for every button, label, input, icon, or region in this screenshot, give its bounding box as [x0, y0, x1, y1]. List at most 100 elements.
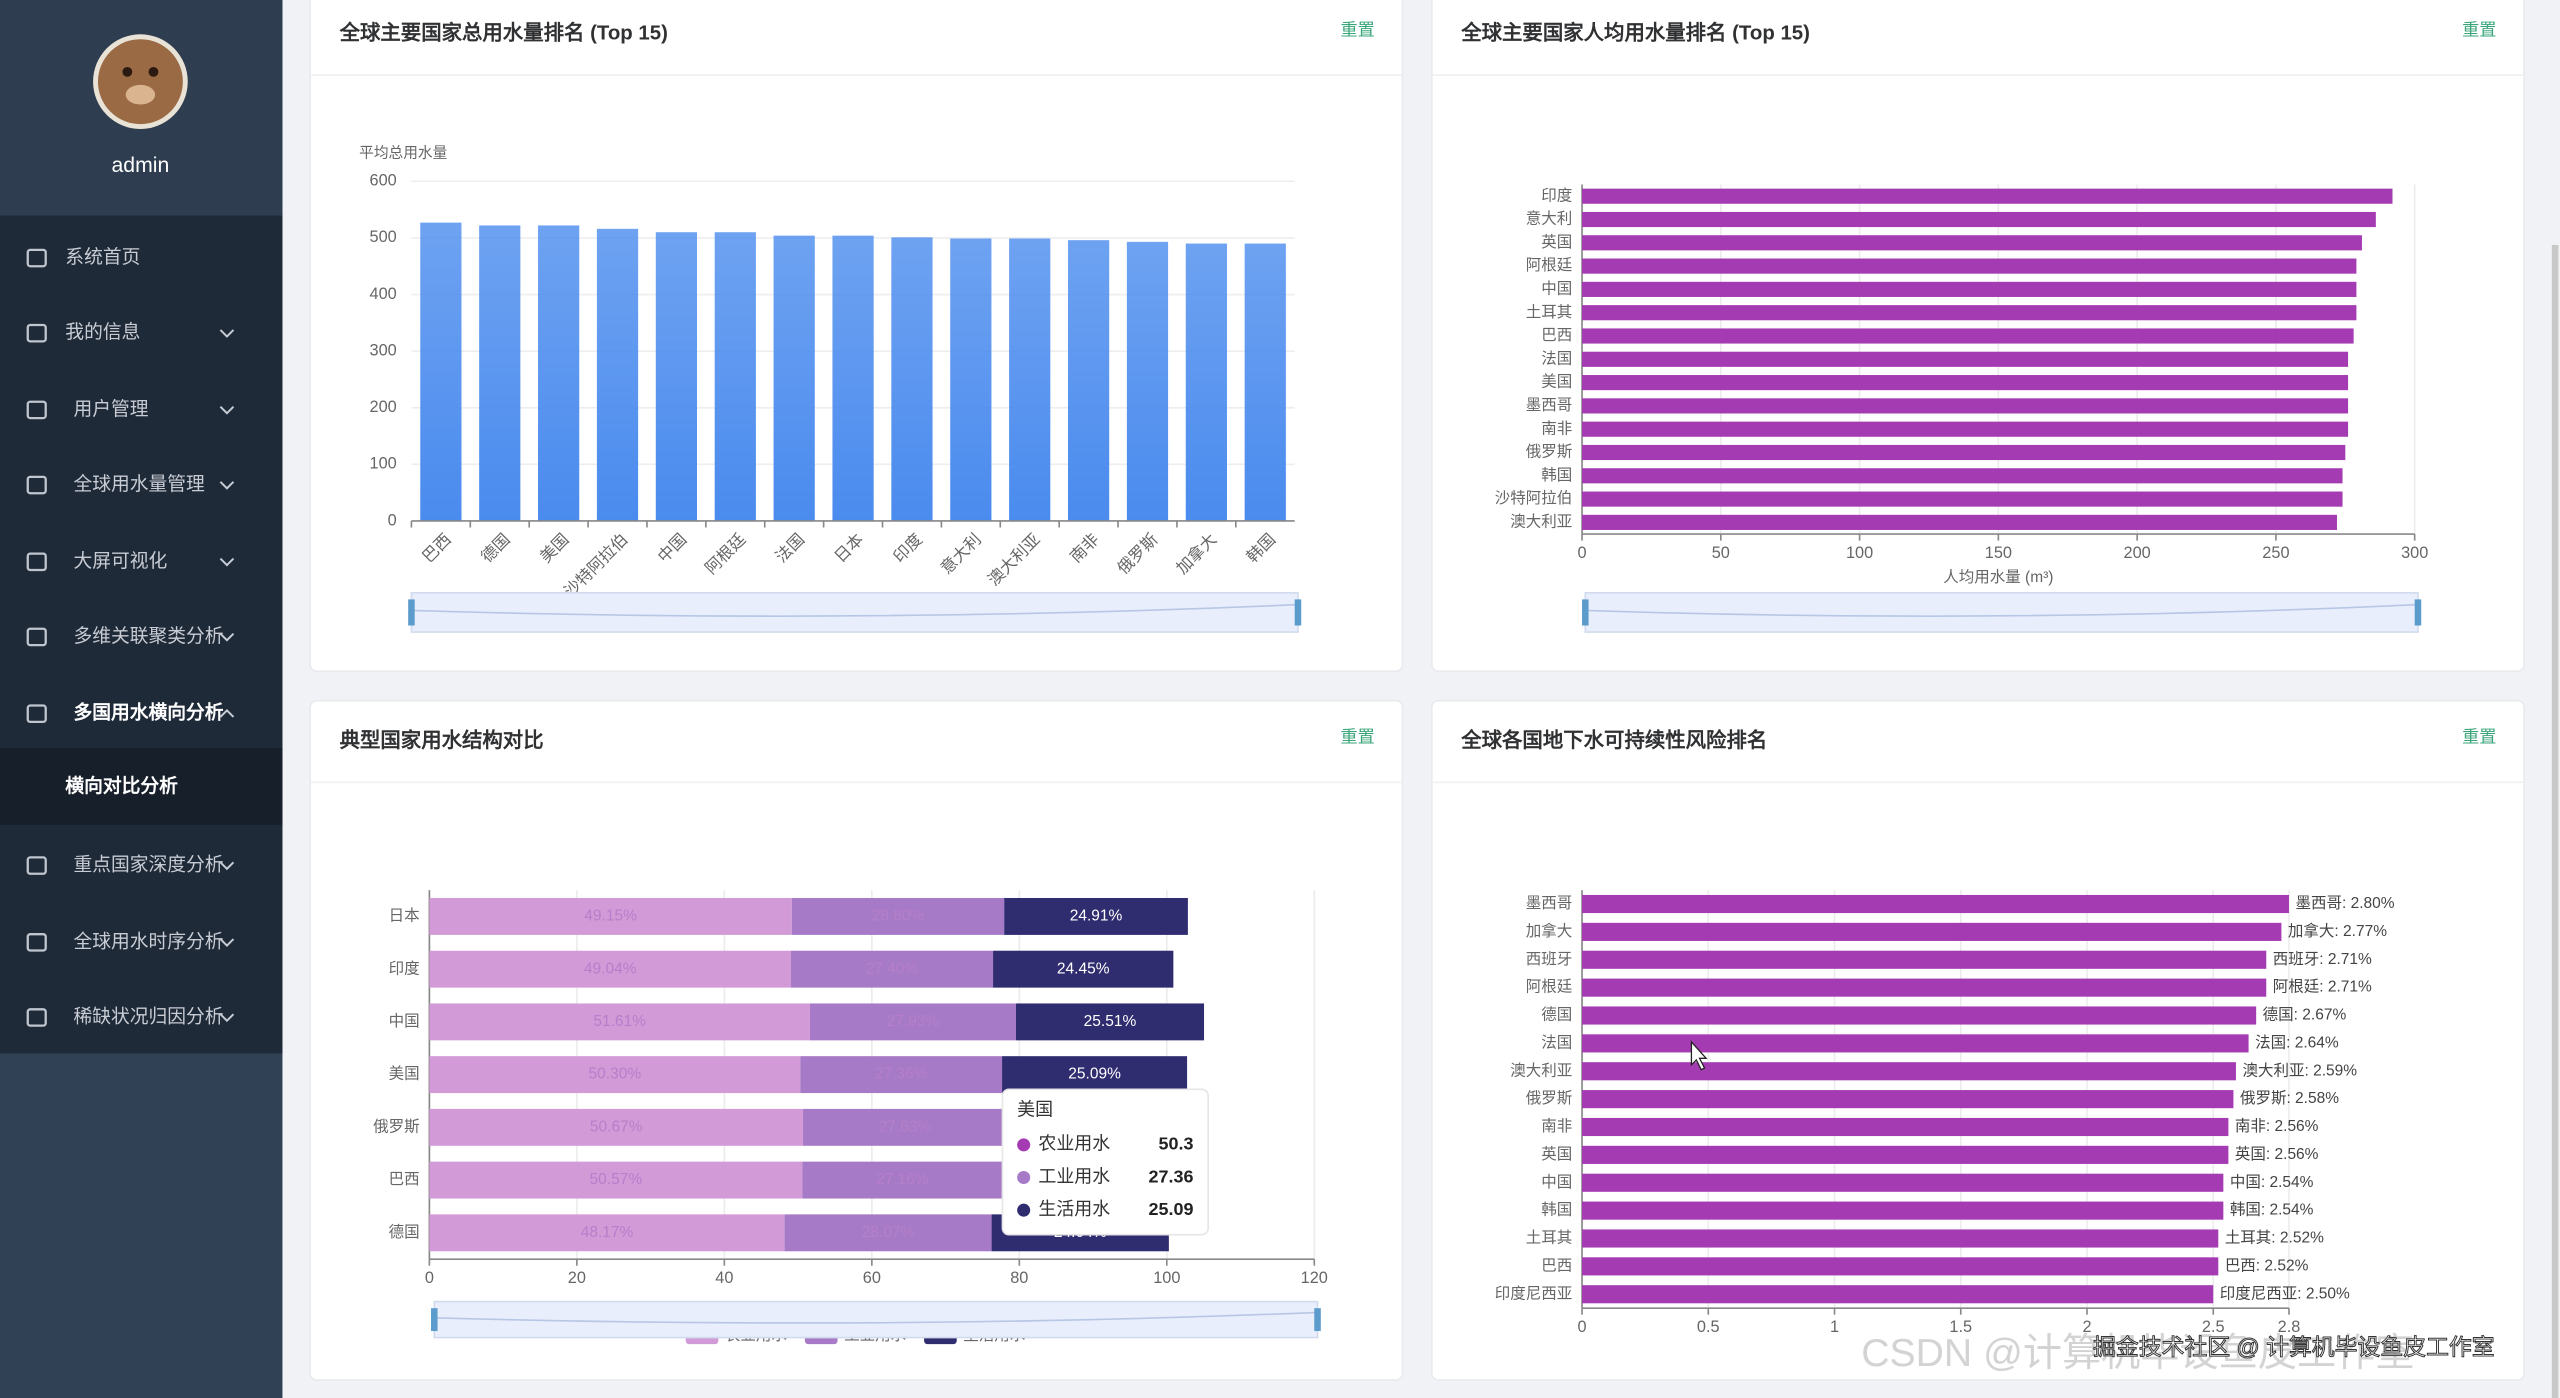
bar[interactable]: [1067, 240, 1110, 521]
bar-segment[interactable]: [429, 1161, 803, 1199]
bar[interactable]: [1582, 188, 2393, 204]
bar[interactable]: [479, 225, 521, 521]
zoom-slider[interactable]: [433, 1300, 1319, 1339]
bar-segment[interactable]: [791, 950, 994, 988]
chevron: [219, 481, 235, 490]
bar[interactable]: [1582, 1117, 2229, 1137]
bar[interactable]: [1582, 375, 2349, 391]
bar[interactable]: [1582, 1145, 2229, 1164]
bar[interactable]: [1582, 1006, 2257, 1025]
bar-segment[interactable]: [429, 1214, 785, 1252]
zoom-slider[interactable]: [410, 592, 1299, 633]
bar-segment[interactable]: [791, 897, 1005, 935]
watermark: CSDN @计算机毕设鱼皮工作室: [1861, 1332, 2414, 1375]
tooltip-name: 农业用水: [1038, 1134, 1110, 1154]
bar-segment[interactable]: [1002, 1056, 1188, 1094]
zoom-handle[interactable]: [408, 599, 415, 626]
bar[interactable]: [420, 222, 462, 521]
bar[interactable]: [1582, 421, 2349, 437]
bar[interactable]: [538, 225, 580, 521]
bar-segment[interactable]: [1004, 897, 1188, 935]
zoom-handle[interactable]: [1314, 1308, 1321, 1332]
bar-segment[interactable]: [429, 1056, 801, 1094]
bar[interactable]: [1582, 305, 2357, 321]
bar-segment[interactable]: [809, 1003, 1016, 1041]
bar[interactable]: [1582, 978, 2267, 997]
menu-label[interactable]: 我的信息: [65, 321, 140, 342]
bar[interactable]: [1185, 243, 1227, 521]
bar[interactable]: [1582, 950, 2267, 969]
bar[interactable]: [1126, 241, 1169, 521]
y-tick-label: 印度: [1541, 186, 1572, 204]
bar[interactable]: [1009, 238, 1051, 521]
bar[interactable]: [1582, 922, 2282, 941]
bar-segment[interactable]: [993, 950, 1174, 988]
menu-label[interactable]: 稀缺状况归因分析: [73, 1005, 223, 1026]
bar[interactable]: [1582, 281, 2357, 297]
bar-segment[interactable]: [803, 1108, 1007, 1146]
bar[interactable]: [714, 232, 756, 521]
bar[interactable]: [1244, 243, 1286, 521]
bar-segment[interactable]: [784, 1214, 992, 1252]
bar[interactable]: [1582, 894, 2289, 914]
username: admin: [112, 154, 170, 177]
menu-label[interactable]: 多国用水横向分析: [73, 701, 223, 723]
bar[interactable]: [1582, 491, 2343, 507]
menu-label[interactable]: 多维关联聚类分析: [73, 625, 223, 646]
bar-segment[interactable]: [429, 950, 792, 988]
zoom-handle[interactable]: [1294, 599, 1302, 626]
bar[interactable]: [1582, 328, 2354, 344]
reset-button[interactable]: 重置: [2462, 727, 2496, 747]
bar[interactable]: [1582, 514, 2337, 530]
bar[interactable]: [773, 235, 815, 521]
bar-segment[interactable]: [429, 1003, 810, 1041]
zoom-handle[interactable]: [2414, 599, 2422, 626]
bar[interactable]: [1582, 398, 2349, 414]
bar[interactable]: [1582, 1034, 2249, 1053]
bar[interactable]: [950, 238, 992, 521]
reset-button[interactable]: 重置: [2462, 20, 2496, 40]
y-tick-label: 美国: [389, 1065, 420, 1083]
menu-label[interactable]: 全球用水量管理: [73, 473, 205, 494]
y-tick-label: 俄罗斯: [373, 1117, 420, 1135]
bar-segment[interactable]: [802, 1161, 1003, 1199]
bar[interactable]: [596, 228, 639, 521]
zoom-handle[interactable]: [1582, 599, 1589, 626]
bar[interactable]: [1582, 1229, 2219, 1248]
reset-button[interactable]: 重置: [1340, 727, 1374, 747]
menu-label[interactable]: 大屏可视化: [73, 550, 167, 571]
bar[interactable]: [1582, 351, 2349, 367]
y-tick-label: 600: [370, 172, 397, 190]
menu-label[interactable]: 系统首页: [65, 246, 140, 267]
bar[interactable]: [1582, 1285, 2214, 1304]
bar[interactable]: [1582, 1201, 2224, 1220]
menu-item[interactable]: [0, 220, 282, 295]
bar[interactable]: [1582, 258, 2357, 274]
bar[interactable]: [1582, 1090, 2234, 1109]
bar[interactable]: [832, 235, 874, 521]
bar-segment[interactable]: [429, 897, 792, 935]
scrollbar[interactable]: [2551, 244, 2559, 1398]
zoom-slider[interactable]: [1584, 592, 2419, 633]
bar[interactable]: [891, 237, 933, 521]
bar[interactable]: [1582, 211, 2376, 228]
bar[interactable]: [655, 232, 698, 521]
bar[interactable]: [1582, 1257, 2219, 1276]
bar[interactable]: [1582, 1173, 2224, 1192]
bar-segment[interactable]: [429, 1108, 804, 1146]
reset-button[interactable]: 重置: [1340, 20, 1374, 40]
bar-segment[interactable]: [1015, 1003, 1205, 1041]
bar[interactable]: [1582, 1062, 2236, 1081]
submenu-label[interactable]: 横向对比分析: [65, 774, 178, 796]
menu-label[interactable]: 重点国家深度分析: [73, 854, 223, 875]
bar[interactable]: [1582, 235, 2362, 251]
menu-label[interactable]: 用户管理: [73, 398, 148, 419]
bar[interactable]: [1582, 468, 2343, 484]
bar[interactable]: [1582, 444, 2346, 461]
panel-title: 全球主要国家总用水量排名 (Top 15): [339, 21, 668, 45]
zoom-handle[interactable]: [431, 1308, 438, 1332]
y-tick-label: 印度尼西亚: [1495, 1284, 1573, 1302]
menu-label[interactable]: 全球用水时序分析: [73, 930, 223, 951]
bar-segment[interactable]: [800, 1056, 1003, 1094]
menu-item[interactable]: [0, 296, 282, 371]
